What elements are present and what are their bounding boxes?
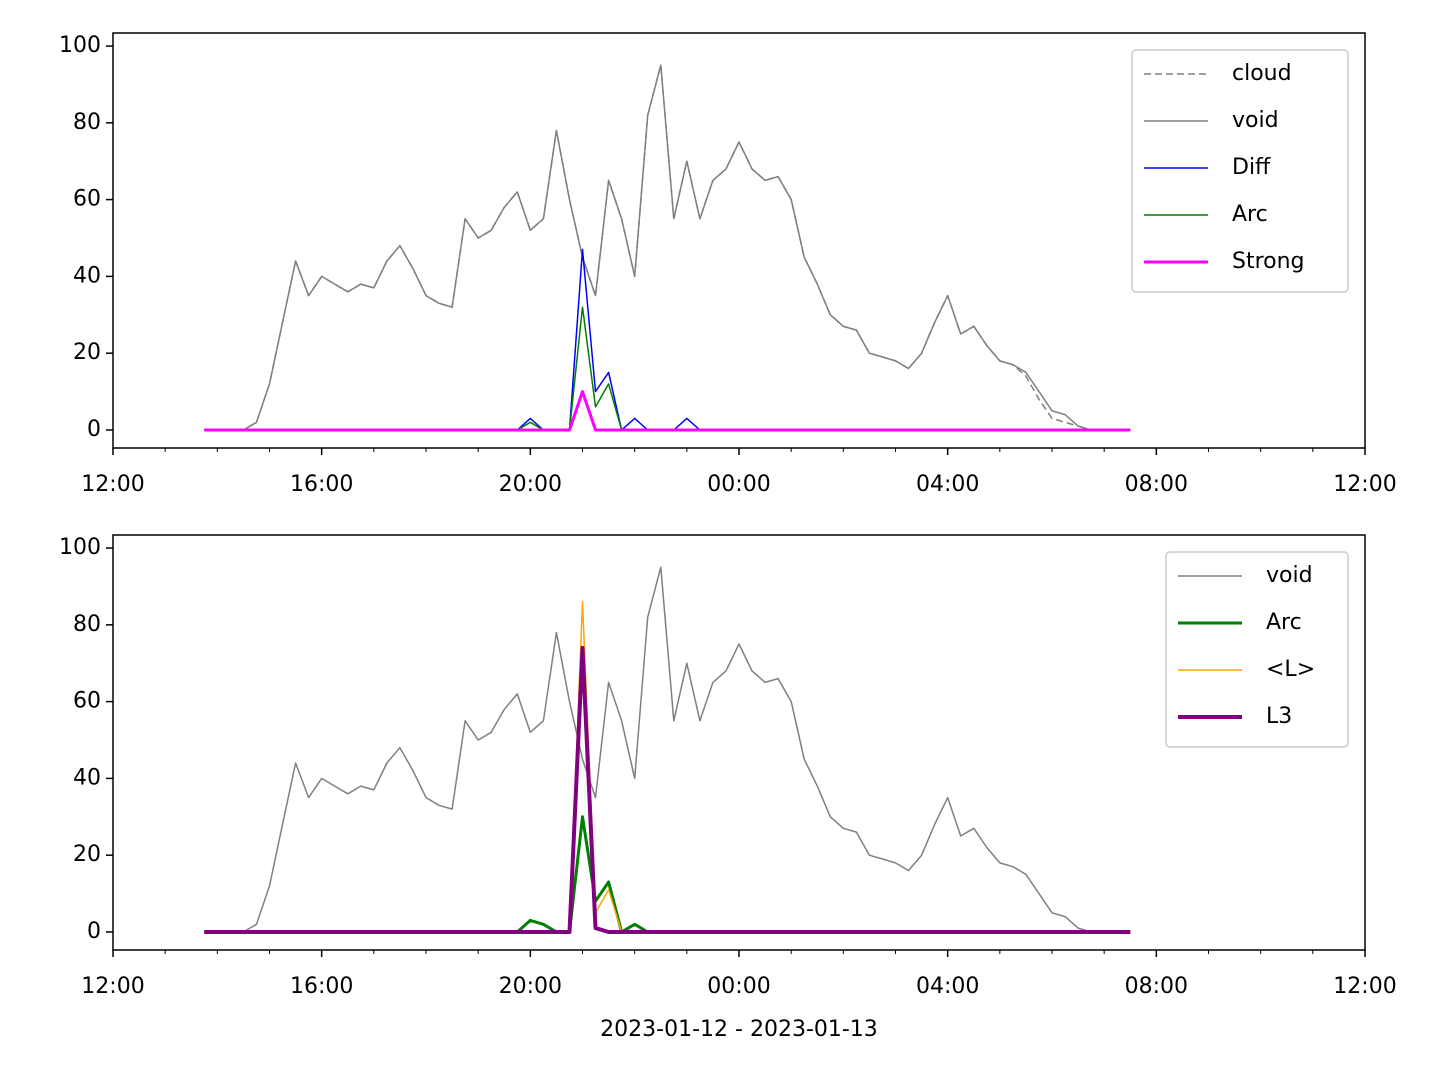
x-tick-label: 00:00 (707, 472, 770, 497)
y-tick-label: 40 (73, 263, 101, 288)
series-line (204, 64, 1131, 431)
x-tick-label: 20:00 (499, 472, 562, 497)
y-tick-label: 100 (59, 535, 101, 560)
legend-box (1165, 551, 1349, 748)
legend-label: L3 (1266, 704, 1292, 729)
legend-label: Arc (1232, 202, 1268, 227)
y-tick-label: 60 (73, 689, 101, 714)
y-tick-label: 40 (73, 765, 101, 790)
series-line (204, 390, 1131, 432)
legend-label: Arc (1266, 610, 1302, 635)
x-tick-label: 16:00 (290, 974, 353, 999)
series-line (204, 306, 1131, 431)
y-tick-label: 20 (73, 842, 101, 867)
series-line (204, 64, 1131, 431)
y-tick-label: 80 (73, 110, 101, 135)
legend-label: cloud (1232, 61, 1292, 86)
y-tick-label: 60 (73, 187, 101, 212)
legend-label: <L> (1266, 657, 1315, 682)
legend-label: void (1266, 563, 1313, 588)
y-tick-label: 0 (87, 417, 101, 442)
y-tick-label: 0 (87, 919, 101, 944)
x-tick-label: 08:00 (1125, 472, 1188, 497)
x-axis-label: 2023-01-12 - 2023-01-13 (600, 1017, 878, 1042)
x-tick-label: 16:00 (290, 472, 353, 497)
x-tick-label: 00:00 (707, 974, 770, 999)
y-tick-label: 100 (59, 33, 101, 58)
x-tick-label: 08:00 (1125, 974, 1188, 999)
legend-label: void (1232, 108, 1279, 133)
series-line (204, 645, 1131, 934)
x-tick-label: 12:00 (81, 472, 144, 497)
x-tick-label: 12:00 (81, 974, 144, 999)
y-tick-label: 20 (73, 340, 101, 365)
x-tick-label: 04:00 (916, 472, 979, 497)
series-line (204, 815, 1131, 934)
x-tick-label: 20:00 (499, 974, 562, 999)
x-tick-label: 04:00 (916, 974, 979, 999)
x-tick-label: 12:00 (1333, 472, 1396, 497)
series-line (204, 566, 1131, 933)
series-line (204, 248, 1131, 431)
legend-label: Strong (1232, 249, 1305, 274)
legend-box (1131, 49, 1349, 293)
legend-label: Diff (1232, 155, 1271, 180)
y-tick-label: 80 (73, 612, 101, 637)
x-tick-label: 12:00 (1333, 974, 1396, 999)
